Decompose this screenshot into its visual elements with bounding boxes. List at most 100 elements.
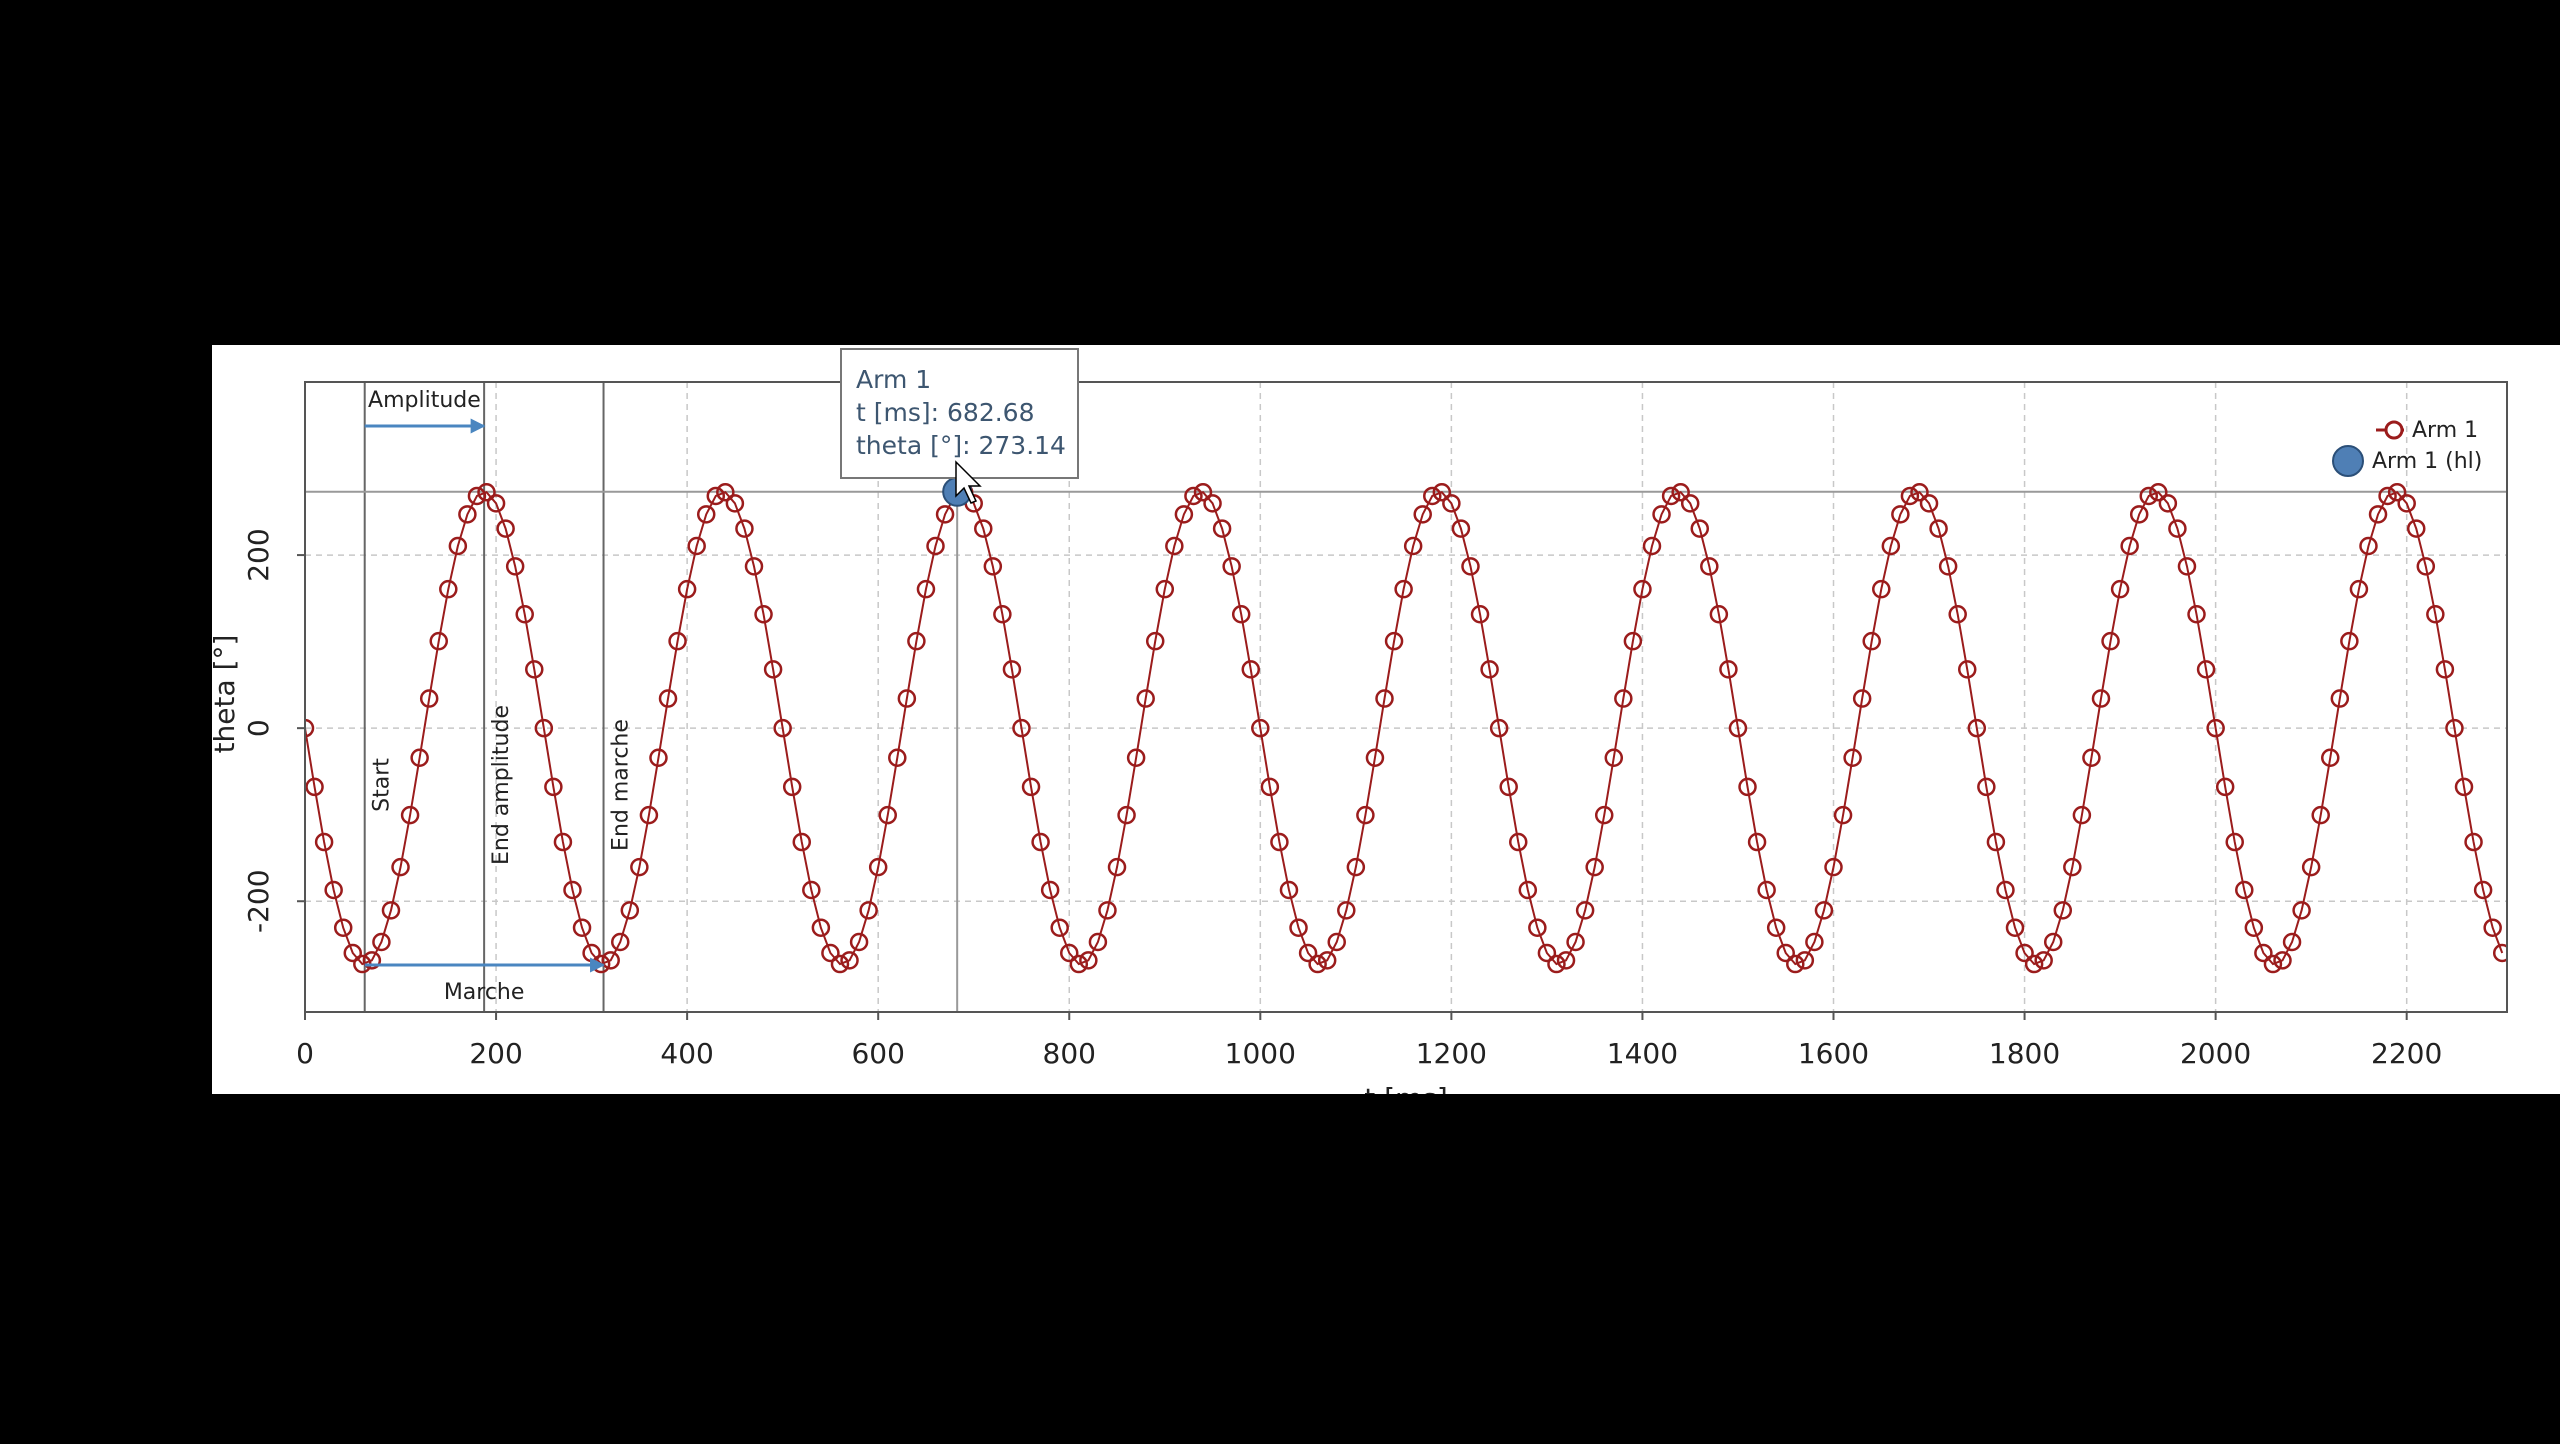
data-point <box>553 832 573 852</box>
data-point <box>1231 605 1251 624</box>
data-point <box>1738 777 1757 797</box>
data-point <box>1661 486 1681 506</box>
x-tick-label: 1000 <box>1225 1037 1296 1070</box>
marker-label: End marche <box>609 719 634 851</box>
data-point <box>1977 777 1996 797</box>
data-point <box>1413 505 1432 524</box>
data-point <box>1614 689 1633 708</box>
data-point <box>744 557 764 576</box>
data-point <box>1203 494 1222 513</box>
data-point <box>1594 805 1614 825</box>
data-point <box>2015 943 2034 963</box>
data-point <box>2034 951 2053 970</box>
data-point <box>1184 486 1203 506</box>
data-point <box>1403 536 1423 556</box>
data-point <box>1700 557 1719 576</box>
data-point <box>1680 494 1700 513</box>
data-point <box>1251 718 1270 738</box>
data-point <box>1690 519 1710 538</box>
x-tick-label: 1600 <box>1798 1037 1869 1070</box>
data-point <box>2129 505 2149 524</box>
data-point <box>563 880 582 900</box>
data-point <box>305 777 324 797</box>
data-point <box>821 943 840 963</box>
data-point <box>840 951 859 970</box>
data-point <box>782 777 802 797</box>
data-point <box>2416 557 2436 576</box>
data-point <box>1852 689 1872 708</box>
data-point <box>448 536 468 556</box>
plot-area <box>305 382 2507 1012</box>
data-point <box>763 660 783 679</box>
data-point <box>1461 557 1480 576</box>
data-point <box>2110 579 2130 599</box>
data-point <box>496 519 515 538</box>
data-point <box>830 954 850 974</box>
data-point <box>2101 631 2120 651</box>
data-point <box>2139 486 2159 506</box>
data-point <box>1575 901 1595 920</box>
data-point <box>1709 605 1729 624</box>
data-point <box>2330 689 2350 708</box>
data-point <box>1356 805 1375 825</box>
x-tick-label: 1200 <box>1416 1037 1487 1070</box>
y-tick-label: -200 <box>242 869 275 933</box>
legend-label: Arm 1 <box>2412 418 2478 443</box>
data-point <box>1012 718 1031 738</box>
data-point <box>2254 943 2273 963</box>
data-point <box>668 631 687 651</box>
range-label: Amplitude <box>368 388 481 413</box>
data-point <box>2359 536 2378 556</box>
mouse-cursor <box>955 460 982 504</box>
data-point <box>868 857 888 877</box>
data-point <box>1088 932 1108 952</box>
data-point <box>1193 483 1213 502</box>
data-point <box>1528 918 1547 937</box>
data-point <box>1891 505 1910 524</box>
data-point <box>362 951 382 970</box>
data-point <box>1451 519 1471 538</box>
data-point <box>1298 943 1318 963</box>
data-point <box>1537 943 1557 963</box>
data-point <box>1957 660 1977 679</box>
data-point <box>1031 832 1050 852</box>
data-point <box>305 718 315 738</box>
data-point <box>2387 483 2407 502</box>
data-point <box>1566 932 1585 952</box>
x-tick-label: 2000 <box>2180 1037 2251 1070</box>
data-point <box>1384 631 1404 651</box>
data-point <box>916 579 936 599</box>
data-point <box>2072 805 2092 825</box>
data-point <box>1938 557 1958 576</box>
data-point <box>2024 954 2044 974</box>
data-point <box>1881 536 1901 556</box>
data-point <box>1719 660 1738 679</box>
data-point <box>706 486 726 506</box>
data-point <box>1394 579 1413 599</box>
data-point <box>1317 951 1337 970</box>
data-point <box>1757 880 1776 900</box>
data-point <box>1145 631 1165 651</box>
x-tick-label: 400 <box>660 1037 713 1070</box>
data-point <box>525 660 544 679</box>
data-point <box>2263 954 2283 974</box>
y-tick-label: 0 <box>242 719 275 737</box>
data-point <box>926 536 945 556</box>
data-point <box>1212 519 1232 538</box>
data-point <box>1050 918 1069 937</box>
data-point <box>2368 505 2388 524</box>
data-point <box>754 605 773 624</box>
data-point <box>419 689 439 708</box>
legend-label: Arm 1 (hl) <box>2372 449 2482 474</box>
data-point <box>2273 951 2292 970</box>
data-point <box>1222 557 1241 576</box>
data-point <box>859 901 878 920</box>
data-point <box>381 901 401 920</box>
data-point <box>888 748 907 767</box>
overlay: t [ms] theta [°] <box>212 635 1448 1094</box>
data-point <box>2235 880 2254 900</box>
data-point <box>658 689 678 708</box>
data-point <box>2378 486 2397 506</box>
data-point <box>687 536 706 556</box>
data-point <box>1040 880 1060 900</box>
